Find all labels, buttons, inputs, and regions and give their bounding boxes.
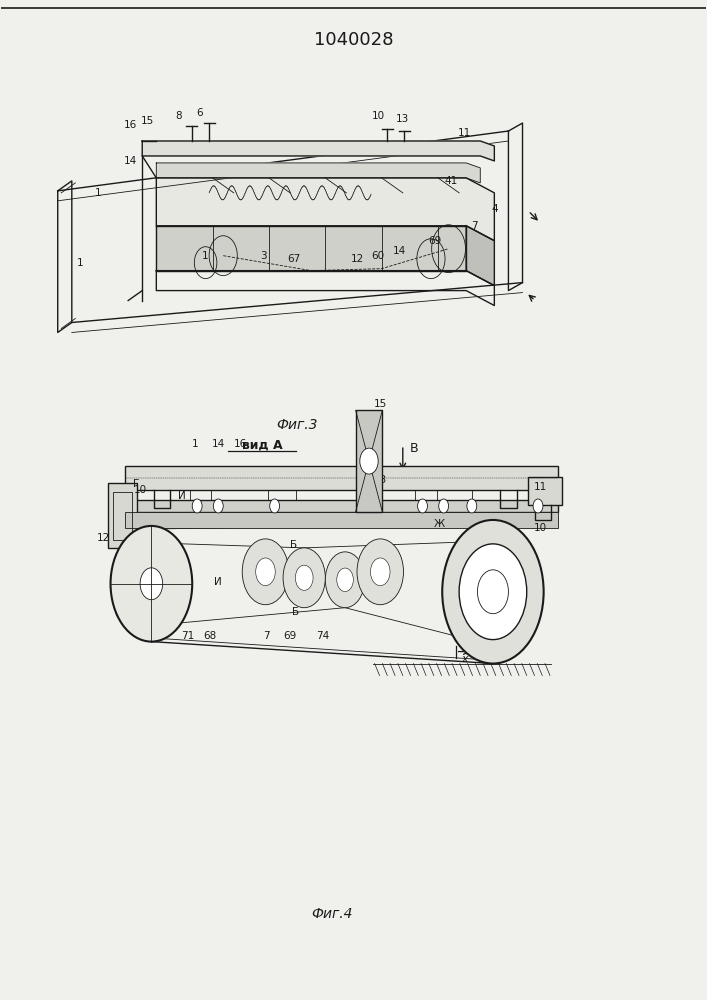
Text: В: В [410,442,419,455]
Circle shape [140,568,163,600]
Text: 12: 12 [351,254,363,264]
Text: 12: 12 [97,533,110,543]
Text: 74: 74 [316,631,329,641]
Text: 1: 1 [202,251,209,261]
Text: 10: 10 [534,523,547,533]
Polygon shape [156,178,494,241]
Circle shape [337,568,354,592]
Circle shape [443,520,544,664]
Text: 41: 41 [444,176,457,186]
Bar [108,483,136,548]
Text: 6: 6 [197,108,204,118]
Polygon shape [156,163,480,183]
Circle shape [256,558,275,586]
Polygon shape [466,226,494,286]
Text: 7: 7 [263,631,269,641]
Text: 67: 67 [287,254,300,264]
Circle shape [325,552,365,608]
Circle shape [477,570,508,614]
Circle shape [192,499,202,513]
Text: 68: 68 [203,631,216,641]
Text: 1: 1 [192,439,199,449]
Text: Б: Б [292,607,299,617]
Circle shape [533,499,543,513]
Text: 14: 14 [392,246,406,256]
Text: 1: 1 [77,258,83,268]
Text: x: x [462,654,468,664]
Text: 1040028: 1040028 [314,31,393,49]
Circle shape [418,499,428,513]
Polygon shape [156,226,466,271]
Polygon shape [142,141,494,161]
Bar [528,477,562,505]
Text: 16: 16 [234,439,247,449]
Bar [356,410,382,512]
Text: 11: 11 [534,482,547,492]
Circle shape [283,548,325,608]
Text: 13: 13 [373,475,387,485]
Circle shape [243,539,288,605]
Text: Фиг.4: Фиг.4 [312,907,353,921]
Text: 69: 69 [284,631,297,641]
Circle shape [296,565,313,590]
Text: Б: Б [290,540,297,550]
Text: 3: 3 [260,251,267,261]
Bar [124,500,558,512]
Text: 7: 7 [472,221,478,231]
Text: 14: 14 [124,156,137,166]
Text: 8: 8 [175,111,182,121]
Circle shape [459,544,527,640]
Text: Г: Г [153,605,160,615]
Circle shape [357,539,404,605]
Circle shape [370,558,390,586]
Text: И: И [214,577,222,587]
Text: 10: 10 [372,111,385,121]
Text: Фиг.3: Фиг.3 [276,418,318,432]
Text: 69: 69 [428,236,441,246]
Bar [124,512,558,528]
Text: 10: 10 [134,485,147,495]
Text: 16: 16 [124,120,137,130]
Text: 60: 60 [115,609,128,619]
Text: Г: Г [134,479,140,489]
Text: 15: 15 [141,116,155,126]
Circle shape [269,499,279,513]
Text: Ж: Ж [434,519,445,529]
Text: 71: 71 [181,631,194,641]
Text: И: И [177,491,185,501]
Circle shape [467,499,477,513]
Circle shape [110,526,192,642]
Text: 4: 4 [491,204,498,214]
Text: 8: 8 [525,582,532,592]
Circle shape [360,448,378,474]
Text: 13: 13 [396,114,409,124]
Text: вид А: вид А [242,439,282,452]
Circle shape [439,499,448,513]
Text: 1: 1 [95,188,102,198]
Circle shape [214,499,223,513]
Bar [112,492,132,540]
Bar [124,466,558,490]
Text: 14: 14 [211,439,225,449]
Text: 15: 15 [373,399,387,409]
Text: 11: 11 [458,128,472,138]
Text: 60: 60 [372,251,385,261]
